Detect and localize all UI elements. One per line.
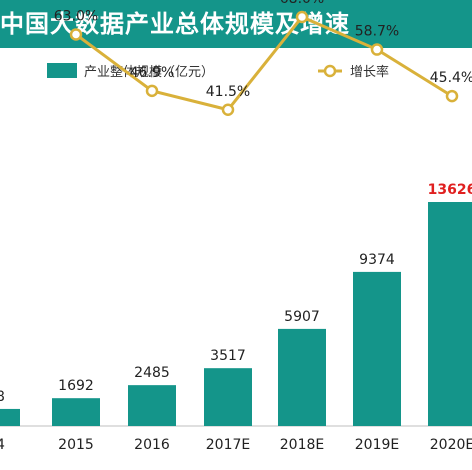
bar-2020E xyxy=(428,202,472,426)
bar-2014 xyxy=(0,408,20,426)
x-tick-2020E: 2020E xyxy=(430,437,472,453)
bar-label-2017E: 3517 xyxy=(210,348,246,364)
growth-point-2020E xyxy=(445,89,459,103)
bar-2016 xyxy=(128,385,176,426)
growth-point-2016 xyxy=(145,84,159,98)
bar-2015 xyxy=(52,398,100,426)
growth-label-2016: 46.9% xyxy=(130,65,174,81)
x-tick-2014: 14 xyxy=(0,437,5,453)
growth-label-2017E: 41.5% xyxy=(206,84,250,100)
legend-marker-growth xyxy=(323,64,337,78)
growth-point-2018E xyxy=(295,10,309,24)
bar-2018E xyxy=(278,328,326,426)
growth-point-2019E xyxy=(370,43,384,56)
growth-line xyxy=(75,15,453,112)
bar-label-2016: 2485 xyxy=(134,365,170,381)
growth-label-2015: 63.0% xyxy=(54,9,98,25)
bar-2017E xyxy=(204,368,252,426)
bar-label-2020E: 13626 xyxy=(428,182,472,198)
legend-swatch-bars xyxy=(47,63,77,78)
bar-label-2014: 38 xyxy=(0,389,5,405)
x-tick-2018E: 2018E xyxy=(280,437,324,453)
bar-label-2018E: 5907 xyxy=(284,309,320,325)
legend-label-bars: 产业整体规模（亿元） xyxy=(84,65,214,80)
growth-label-2020E: 45.4% xyxy=(430,70,472,86)
bar-label-2019E: 9374 xyxy=(359,252,395,268)
bar-label-2015: 1692 xyxy=(58,378,94,394)
bar-2019E xyxy=(353,271,401,426)
growth-point-2017E xyxy=(221,103,235,116)
legend-label-growth: 增长率 xyxy=(350,64,389,80)
growth-label-2019E: 58.7% xyxy=(355,24,399,40)
x-tick-2016: 2016 xyxy=(134,437,170,453)
growth-label-2018E: 68.0% xyxy=(280,0,324,7)
x-tick-2017E: 2017E xyxy=(206,437,250,453)
x-tick-2019E: 2019E xyxy=(355,437,399,453)
growth-point-2015 xyxy=(69,28,83,41)
x-tick-2015: 2015 xyxy=(58,437,94,453)
